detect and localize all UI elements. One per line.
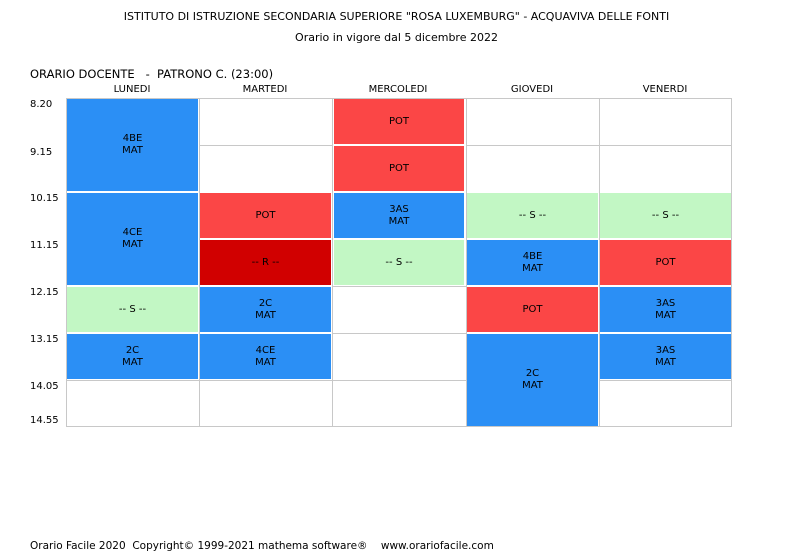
lesson-cell[interactable]: 2C MAT [200,287,331,332]
pot-cell[interactable]: POT [334,146,464,191]
day-header-venerdi: VENERDI [642,84,688,95]
s-slot-cell[interactable]: -- S -- [467,193,598,238]
slot-label: POT [655,256,676,268]
pot-cell[interactable]: POT [467,287,598,332]
lesson-class: 3AS [655,344,676,356]
lesson-class: 2C [525,368,540,379]
pot-cell[interactable]: POT [334,99,464,144]
slot-label: POT [388,162,409,174]
institute-title: ISTITUTO DI ISTRUZIONE SECONDARIA SUPERI… [123,10,670,23]
lesson-cell[interactable]: 4BE MAT [467,240,598,285]
day-header-lunedi: LUNEDI [113,84,151,95]
validity-date: Orario in vigore dal 5 dicembre 2022 [295,31,498,44]
lesson-class: 2C [125,344,140,356]
time-label: 9.15 [30,147,53,158]
lesson-subject: MAT [122,239,143,250]
grid-divider [332,286,466,287]
lesson-subject: MAT [388,215,410,227]
lesson-cell[interactable]: 3AS MAT [600,287,731,332]
lesson-subject: MAT [522,380,543,391]
lesson-class: 3AS [655,297,676,309]
lesson-subject: MAT [655,356,676,368]
lesson-class: 2C [258,297,273,309]
grid-divider [599,98,600,427]
time-label: 14.05 [30,381,59,392]
lesson-class: 4CE [255,344,276,356]
grid-divider [332,98,333,427]
lesson-cell[interactable]: 4CE MAT [67,193,198,285]
lesson-cell[interactable]: 3AS MAT [600,334,731,379]
slot-label: -- S -- [518,209,547,221]
s-slot-cell[interactable]: -- S -- [600,193,731,238]
s-slot-cell[interactable]: -- S -- [67,287,198,332]
lesson-subject: MAT [122,145,143,156]
day-header-martedi: MARTEDI [242,84,288,95]
grid-divider [332,333,466,334]
time-label: 12.15 [30,287,59,298]
lesson-cell[interactable]: 2C MAT [67,334,198,379]
time-label: 11.15 [30,240,59,251]
time-label: 10.15 [30,193,59,204]
lesson-subject: MAT [655,309,676,321]
grid-divider [199,98,200,427]
time-label: 13.15 [30,334,59,345]
lesson-cell[interactable]: 2C MAT [467,334,598,426]
slot-label: -- R -- [251,256,280,268]
grid-divider [66,380,466,381]
lesson-subject: MAT [255,356,276,368]
slot-label: POT [522,303,543,315]
lesson-cell[interactable]: 3AS MAT [334,193,464,238]
slot-label: POT [255,209,276,221]
grid-divider [599,380,732,381]
lesson-class: 3AS [389,203,409,215]
lesson-class: 4BE [122,133,143,144]
teacher-schedule-label: ORARIO DOCENTE - PATRONO C. (23:00) [30,67,274,81]
lesson-subject: MAT [122,356,143,368]
lesson-cell[interactable]: 4CE MAT [200,334,331,379]
slot-label: -- S -- [651,209,680,221]
day-header-mercoledi: MERCOLEDI [368,84,428,95]
timetable-grid [66,98,732,427]
lesson-subject: MAT [255,309,276,321]
day-header-giovedi: GIOVEDI [510,84,554,95]
pot-cell[interactable]: POT [200,193,331,238]
time-label: 14.55 [30,415,59,426]
s-slot-cell[interactable]: -- S -- [334,240,464,285]
time-label: 8.20 [30,99,53,110]
grid-divider [199,145,332,146]
lesson-class: 4BE [522,250,543,262]
lesson-class: 4CE [122,227,143,238]
slot-label: -- S -- [118,303,147,315]
grid-divider [466,98,467,427]
pot-cell[interactable]: POT [600,240,731,285]
slot-label: POT [388,115,409,127]
grid-divider [466,145,732,146]
lesson-subject: MAT [522,262,543,274]
slot-label: -- S -- [385,256,413,268]
lesson-cell[interactable]: 4BE MAT [67,99,198,191]
footer-copyright: Orario Facile 2020 Copyright© 1999-2021 … [30,540,494,552]
r-slot-cell[interactable]: -- R -- [200,240,331,285]
